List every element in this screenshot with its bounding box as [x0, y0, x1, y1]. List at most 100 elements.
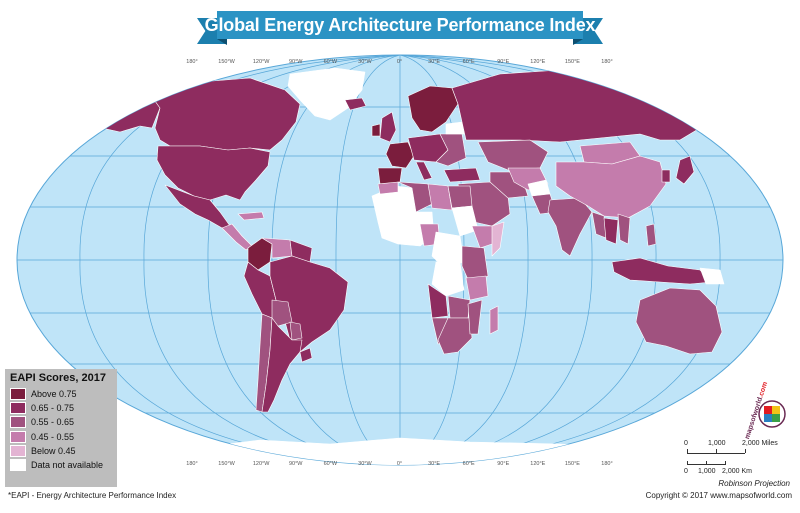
tanzania [465, 275, 489, 301]
scale-label: 0 [684, 440, 688, 447]
bolivia [271, 299, 293, 327]
longitude-tick-label: 120°W [253, 59, 270, 65]
longitude-tick-label: 150°E [565, 59, 580, 65]
cuba [237, 211, 265, 221]
footnote: *EAPI - Energy Architecture Performance … [8, 491, 177, 500]
ribbon-band: Global Energy Architecture Performance I… [205, 11, 596, 39]
longitude-tick-label: 30°E [428, 461, 440, 467]
longitude-tick-label: 180° [601, 59, 612, 65]
longitude-tick-label: 60°E [463, 59, 475, 65]
longitude-tick-label: 30°E [428, 59, 440, 65]
map-title: Global Energy Architecture Performance I… [204, 14, 596, 35]
scale-label: 1,000 [708, 440, 726, 447]
italy [415, 161, 433, 181]
legend-item: 0.65 - 0.75 [10, 401, 112, 415]
mapsofworld-logo: mapsofworld.com [744, 380, 792, 440]
scale-tick [716, 449, 717, 453]
iceland [344, 97, 367, 111]
longitude-tick-label: 90°E [497, 59, 509, 65]
vietnam [617, 213, 631, 245]
korea [661, 169, 671, 183]
legend-swatch [10, 444, 26, 457]
scale-label: 1,000 [698, 468, 716, 475]
countries [39, 67, 761, 465]
venezuela [261, 237, 293, 259]
longitude-tick-label: 90°W [289, 461, 303, 467]
longitude-tick-label: 60°W [324, 461, 338, 467]
legend-item: 0.45 - 0.55 [10, 430, 112, 444]
legend-label: Data not available [31, 460, 104, 471]
egypt [447, 185, 473, 209]
longitude-tick-label: 60°E [463, 461, 475, 467]
legend-title: EAPI Scores, 2017 [10, 372, 107, 384]
copyright: Copyright © 2017 www.mapsofworld.com [645, 491, 792, 500]
scale-tick [687, 461, 688, 465]
scandinavia [407, 85, 459, 133]
legend-swatch [10, 416, 26, 429]
madagascar [489, 305, 499, 335]
longitude-tick-label: 0° [397, 461, 402, 467]
canada [149, 77, 301, 151]
longitude-tick-label: 150°W [218, 59, 235, 65]
south-africa [437, 317, 473, 355]
indonesia [611, 257, 713, 285]
paraguay [289, 321, 303, 341]
longitude-tick-label: 180° [186, 59, 197, 65]
angola [427, 283, 449, 319]
drc [431, 261, 465, 297]
longitude-tick-label: 180° [601, 461, 612, 467]
longitude-tick-label: 90°W [289, 59, 303, 65]
scale-tick [725, 461, 726, 465]
morocco [377, 181, 399, 195]
ribbon-fold-left [217, 39, 227, 45]
usa [156, 145, 271, 201]
title-ribbon: Global Energy Architecture Performance I… [197, 11, 603, 45]
bottom-tick-labels: 180° 150°W 120°W 90°W 60°W 30°W 0° 30°E 60°E 90°E… [186, 461, 612, 467]
png [699, 267, 725, 285]
scale-label: 2,000 Miles [742, 440, 778, 447]
legend-swatch [10, 430, 26, 443]
longitude-tick-label: 0° [397, 59, 402, 65]
belarus [445, 121, 465, 135]
legend-item: Above 0.75 [10, 387, 112, 401]
projection-label: Robinson Projection [718, 479, 790, 488]
uruguay [299, 347, 313, 363]
legend-label: Below 0.45 [31, 445, 76, 456]
legend-swatch [10, 459, 26, 472]
legend-swatch [10, 402, 26, 415]
ireland [371, 123, 381, 137]
longitude-tick-label: 150°E [565, 461, 580, 467]
iberia [377, 167, 403, 185]
philippines [645, 223, 657, 247]
legend-item: 0.55 - 0.65 [10, 415, 112, 429]
scale-label: 2,000 Km [722, 468, 752, 475]
scale-tick [706, 461, 707, 465]
legend-label: Above 0.75 [31, 389, 77, 400]
legend-label: 0.55 - 0.65 [31, 417, 75, 428]
china [555, 155, 667, 219]
ribbon-fold-right [573, 39, 583, 45]
legend: EAPI Scores, 2017 Above 0.75 0.65 - 0.75… [5, 369, 117, 487]
longitude-tick-label: 30°W [358, 461, 372, 467]
greenland [287, 67, 366, 121]
russia [451, 69, 726, 143]
legend-label: 0.65 - 0.75 [31, 403, 75, 414]
scale-tick [745, 449, 746, 453]
japan [675, 155, 695, 185]
scale-tick [687, 449, 688, 453]
longitude-tick-label: 150°W [218, 461, 235, 467]
legend-item: Data not available [10, 458, 112, 472]
libya [427, 183, 453, 211]
longitude-tick-label: 90°E [497, 461, 509, 467]
legend-swatch [10, 388, 26, 401]
scale-line-miles [687, 453, 745, 454]
longitude-tick-label: 120°E [530, 59, 545, 65]
scale-bar: 0 1,000 2,000 Miles 0 1,000 2,000 Km [682, 440, 792, 478]
somalia [491, 221, 505, 257]
legend-item: Below 0.45 [10, 444, 112, 458]
mozambique [467, 299, 483, 335]
longitude-tick-label: 60°W [324, 59, 338, 65]
top-tick-labels: 180° 150°W 120°W 90°W 60°W 30°W 0° 30°E 60°E 90°E… [186, 59, 612, 65]
australia [635, 287, 723, 355]
